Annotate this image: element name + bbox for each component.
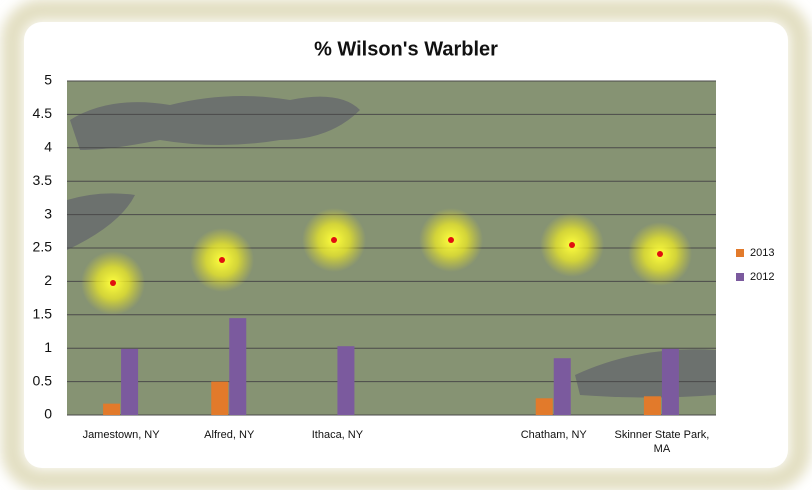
bar	[103, 403, 121, 415]
legend-swatch	[736, 249, 744, 257]
bar	[553, 358, 571, 415]
legend-swatch	[736, 273, 744, 281]
bar	[337, 346, 355, 415]
location-markers	[81, 208, 692, 315]
y-tick-label: 0	[44, 406, 52, 422]
y-tick-label: 4.5	[33, 105, 53, 121]
x-tick-label: Chatham, NY	[520, 429, 587, 441]
y-tick-label: 5	[44, 72, 52, 88]
bar	[211, 381, 229, 415]
chart-title: % Wilson's Warbler	[314, 38, 498, 60]
y-tick-label: 3.5	[33, 172, 53, 188]
bar	[535, 398, 553, 415]
x-tick-label: Skinner State Park, MA	[614, 429, 710, 455]
y-tick-label: 2.5	[33, 239, 53, 255]
bar	[661, 348, 679, 415]
legend-label: 2012	[750, 271, 774, 283]
y-tick-label: 1.5	[33, 306, 53, 322]
y-tick-label: 3	[44, 205, 52, 221]
legend-label: 2013	[750, 247, 774, 259]
x-tick-label: Jamestown, NY	[82, 429, 160, 441]
y-tick-label: 0.5	[33, 372, 53, 388]
y-tick-label: 1	[44, 339, 52, 355]
bar	[643, 396, 661, 415]
y-tick-label: 2	[44, 272, 52, 288]
x-tick-label: Ithaca, NY	[311, 429, 364, 441]
y-tick-label: 4	[44, 139, 52, 155]
x-tick-label: Alfred, NY	[204, 429, 255, 441]
bar	[229, 318, 247, 415]
bar	[121, 348, 139, 415]
